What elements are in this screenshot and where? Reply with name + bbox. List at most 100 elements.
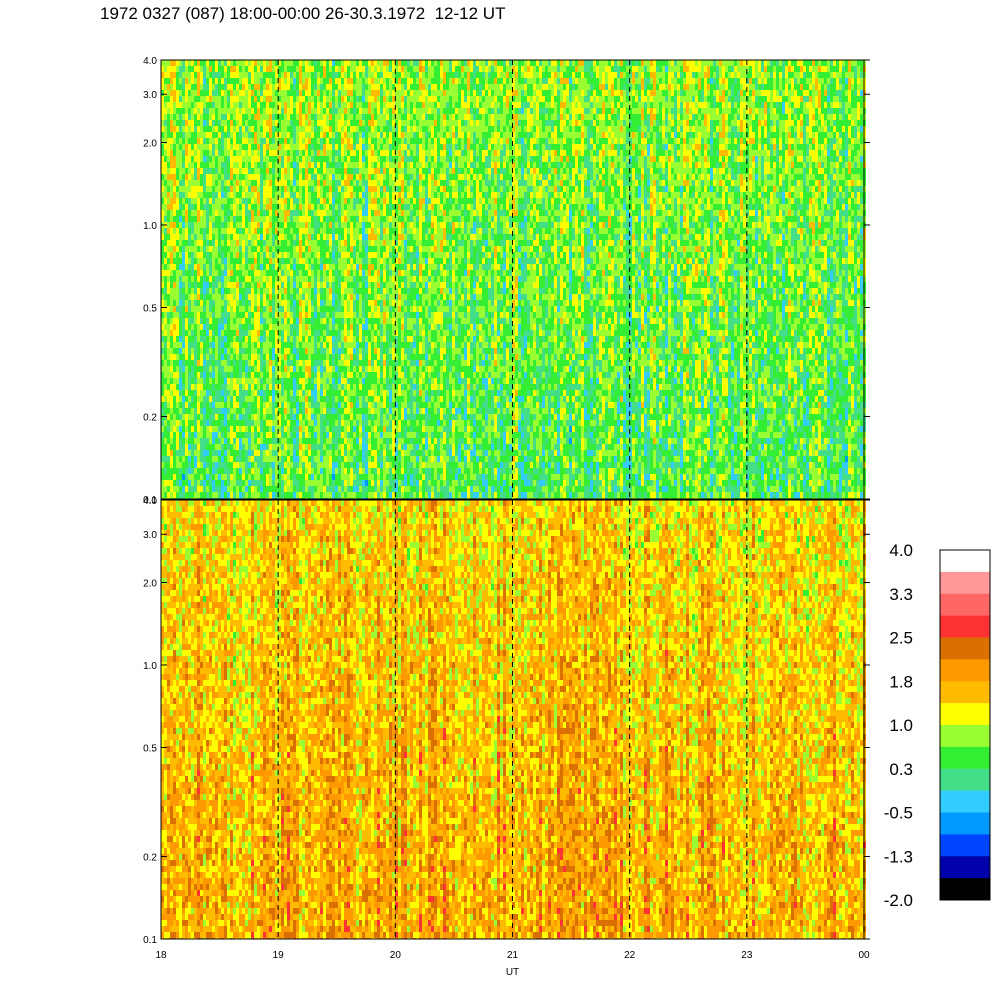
spectrogram-cell <box>200 168 203 174</box>
spectrogram-cell <box>218 432 221 438</box>
spectrogram-cell <box>188 444 191 450</box>
spectrogram-cell <box>263 414 266 420</box>
spectrogram-cell <box>227 216 230 222</box>
spectrogram-cell <box>251 192 254 198</box>
spectrogram-cell <box>191 192 194 198</box>
spectrogram-cell <box>221 402 224 408</box>
spectrogram-cell <box>206 330 209 336</box>
spectrogram-cell <box>185 168 188 174</box>
spectrogram-cell <box>194 192 197 198</box>
spectrogram-cell <box>257 60 260 66</box>
spectrogram-cell <box>257 114 260 120</box>
spectrogram-cell <box>173 432 176 438</box>
spectrogram-cell <box>176 192 179 198</box>
spectrogram-cell <box>269 408 272 414</box>
spectrogram-cell <box>251 426 254 432</box>
spectrogram-cell <box>215 354 218 360</box>
spectrogram-cell <box>194 108 197 114</box>
spectrogram-cell <box>245 396 248 402</box>
spectrogram-cell <box>248 324 251 330</box>
spectrogram-cell <box>215 174 218 180</box>
spectrogram-cell <box>206 456 209 462</box>
spectrogram-cell <box>242 222 245 228</box>
spectrogram-cell <box>215 102 218 108</box>
spectrogram-cell <box>257 84 260 90</box>
spectrogram-cell <box>260 228 263 234</box>
spectrogram-cell <box>218 246 221 252</box>
spectrogram-cell <box>284 90 287 96</box>
spectrogram-cell <box>224 120 227 126</box>
spectrogram-cell <box>224 96 227 102</box>
spectrogram-cell <box>227 360 230 366</box>
spectrogram-cell <box>176 168 179 174</box>
spectrogram-cell <box>290 228 293 234</box>
spectrogram-cell <box>203 420 206 426</box>
spectrogram-cell <box>191 408 194 414</box>
spectrogram-cell <box>230 270 233 276</box>
spectrogram-cell <box>266 474 269 480</box>
spectrogram-cell <box>167 432 170 438</box>
spectrogram-cell <box>245 186 248 192</box>
spectrogram-cell <box>188 366 191 372</box>
spectrogram-cell <box>224 414 227 420</box>
spectrogram-cell <box>185 480 188 486</box>
spectrogram-cell <box>260 384 263 390</box>
spectrogram-cell <box>287 300 290 306</box>
spectrogram-cell <box>290 222 293 228</box>
spectrogram-cell <box>167 486 170 492</box>
spectrogram-cell <box>179 108 182 114</box>
spectrogram-cell <box>284 324 287 330</box>
spectrogram-cell <box>179 456 182 462</box>
spectrogram-cell <box>191 180 194 186</box>
spectrogram-cell <box>269 396 272 402</box>
spectrogram-cell <box>200 66 203 72</box>
spectrogram-cell <box>236 90 239 96</box>
spectrogram-cell <box>230 312 233 318</box>
spectrogram-cell <box>194 144 197 150</box>
spectrogram-cell <box>284 252 287 258</box>
spectrogram-cell <box>212 318 215 324</box>
spectrogram-cell <box>215 60 218 66</box>
spectrogram-cell <box>197 168 200 174</box>
spectrogram-cell <box>287 102 290 108</box>
spectrogram-cell <box>197 234 200 240</box>
spectrogram-cell <box>275 210 278 216</box>
spectrogram-cell <box>272 342 275 348</box>
spectrogram-cell <box>170 372 173 378</box>
spectrogram-cell <box>227 426 230 432</box>
spectrogram-cell <box>212 168 215 174</box>
spectrogram-cell <box>185 372 188 378</box>
spectrogram-cell <box>191 456 194 462</box>
spectrogram-cell <box>245 390 248 396</box>
spectrogram-cell <box>185 450 188 456</box>
spectrogram-cell <box>290 168 293 174</box>
spectrogram-cell <box>290 240 293 246</box>
spectrogram-cell <box>203 324 206 330</box>
spectrogram-cell <box>239 198 242 204</box>
spectrogram-cell <box>206 228 209 234</box>
spectrogram-cell <box>167 384 170 390</box>
spectrogram-cell <box>257 312 260 318</box>
spectrogram-cell <box>203 486 206 492</box>
spectrogram-cell <box>233 426 236 432</box>
spectrogram-cell <box>281 72 284 78</box>
spectrogram-cell <box>188 78 191 84</box>
spectrogram-cell <box>197 396 200 402</box>
spectrogram-cell <box>221 306 224 312</box>
spectrogram-cell <box>203 102 206 108</box>
spectrogram-cell <box>245 318 248 324</box>
spectrogram-cell <box>164 432 167 438</box>
spectrogram-cell <box>164 330 167 336</box>
spectrogram-cell <box>287 216 290 222</box>
spectrogram-cell <box>209 372 212 378</box>
spectrogram-cell <box>215 114 218 120</box>
spectrogram-cell <box>251 210 254 216</box>
spectrogram-cell <box>257 168 260 174</box>
spectrogram-cell <box>254 462 257 468</box>
spectrogram-cell <box>206 198 209 204</box>
spectrogram-cell <box>179 468 182 474</box>
spectrogram-cell <box>248 138 251 144</box>
spectrogram-cell <box>260 282 263 288</box>
spectrogram-cell <box>275 402 278 408</box>
spectrogram-cell <box>281 66 284 72</box>
